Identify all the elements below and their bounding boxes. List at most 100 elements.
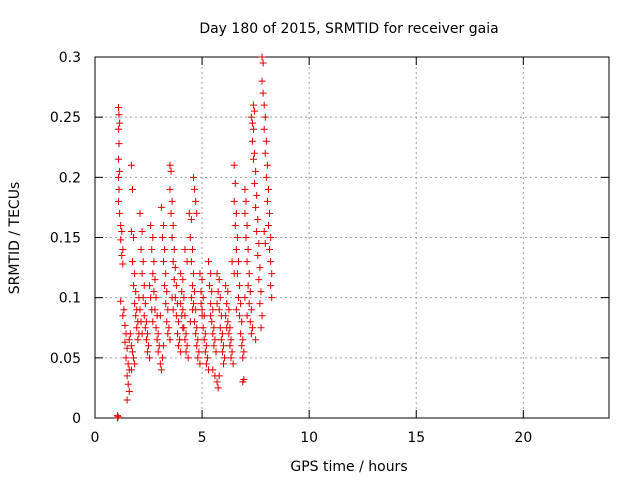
data-point bbox=[231, 179, 239, 187]
data-point bbox=[161, 282, 169, 290]
data-point bbox=[124, 380, 132, 388]
data-point bbox=[211, 336, 219, 344]
data-point bbox=[215, 372, 223, 380]
data-point bbox=[162, 270, 170, 278]
data-point bbox=[167, 167, 175, 175]
data-point bbox=[115, 111, 123, 119]
data-point bbox=[237, 300, 245, 308]
data-point bbox=[173, 330, 181, 338]
data-point bbox=[120, 306, 128, 314]
data-point bbox=[243, 258, 251, 266]
data-point bbox=[242, 197, 250, 205]
data-point bbox=[165, 324, 173, 332]
data-point bbox=[166, 185, 174, 193]
data-point bbox=[148, 246, 156, 254]
data-point bbox=[181, 336, 189, 344]
data-point bbox=[226, 342, 234, 350]
data-point bbox=[131, 300, 139, 308]
data-point bbox=[238, 342, 246, 350]
data-point bbox=[208, 288, 216, 296]
y-axis-title: SRMTID / TECUs bbox=[7, 182, 23, 295]
data-point bbox=[198, 276, 206, 284]
data-point bbox=[127, 227, 135, 235]
data-point bbox=[150, 258, 158, 266]
data-point bbox=[169, 258, 177, 266]
data-point bbox=[228, 348, 236, 356]
data-point bbox=[209, 306, 217, 314]
data-point bbox=[178, 288, 186, 296]
data-point bbox=[136, 209, 144, 217]
data-point bbox=[178, 312, 186, 320]
data-point bbox=[256, 300, 264, 308]
data-point bbox=[123, 344, 131, 352]
data-point bbox=[128, 185, 136, 193]
data-point bbox=[223, 300, 231, 308]
data-point bbox=[138, 227, 146, 235]
data-point bbox=[154, 330, 162, 338]
data-point bbox=[133, 324, 141, 332]
data-point bbox=[128, 258, 136, 266]
data-point bbox=[199, 294, 207, 302]
data-point bbox=[234, 258, 242, 266]
data-point bbox=[258, 77, 266, 85]
data-point bbox=[244, 246, 252, 254]
data-point bbox=[177, 300, 185, 308]
data-point bbox=[266, 246, 274, 254]
data-point bbox=[261, 149, 269, 157]
data-point bbox=[246, 288, 254, 296]
data-point bbox=[168, 197, 176, 205]
data-point bbox=[248, 324, 256, 332]
y-tick-label: 0.1 bbox=[59, 291, 81, 307]
data-point bbox=[119, 246, 127, 254]
data-point bbox=[268, 270, 276, 278]
x-tick-label: 15 bbox=[407, 430, 425, 446]
data-point bbox=[232, 306, 240, 314]
data-point bbox=[218, 348, 226, 356]
data-point bbox=[128, 348, 136, 356]
data-point bbox=[141, 300, 149, 308]
data-point bbox=[251, 179, 259, 187]
data-point bbox=[163, 288, 171, 296]
data-point bbox=[214, 288, 222, 296]
data-point bbox=[131, 360, 139, 368]
data-point bbox=[192, 197, 200, 205]
data-point bbox=[172, 282, 180, 290]
data-point bbox=[118, 252, 126, 260]
data-point bbox=[221, 354, 229, 362]
data-point bbox=[247, 306, 255, 314]
data-point bbox=[197, 300, 205, 308]
data-point bbox=[117, 297, 125, 305]
data-point bbox=[252, 336, 260, 344]
data-point bbox=[193, 342, 201, 350]
data-point bbox=[218, 330, 226, 338]
data-point bbox=[116, 167, 124, 175]
data-point bbox=[146, 282, 154, 290]
data-point bbox=[179, 306, 187, 314]
data-point bbox=[259, 89, 267, 97]
data-point bbox=[136, 306, 144, 314]
data-point bbox=[137, 318, 145, 326]
data-point bbox=[244, 282, 252, 290]
data-point bbox=[190, 173, 198, 181]
data-point bbox=[253, 227, 261, 235]
data-point bbox=[263, 197, 271, 205]
data-point bbox=[115, 197, 123, 205]
data-point bbox=[117, 221, 125, 229]
data-point bbox=[150, 288, 158, 296]
data-point bbox=[181, 246, 189, 254]
data-point bbox=[267, 258, 275, 266]
data-point bbox=[142, 336, 150, 344]
data-point bbox=[246, 318, 254, 326]
data-point bbox=[158, 234, 166, 241]
data-point bbox=[170, 276, 178, 284]
data-point bbox=[192, 330, 200, 338]
data-point bbox=[247, 330, 255, 338]
data-point bbox=[193, 324, 201, 332]
data-point bbox=[166, 161, 174, 169]
data-point bbox=[177, 270, 185, 278]
data-point bbox=[236, 282, 244, 290]
data-point bbox=[239, 336, 247, 344]
data-point bbox=[121, 338, 129, 346]
data-point bbox=[149, 318, 157, 326]
data-point bbox=[166, 336, 174, 344]
